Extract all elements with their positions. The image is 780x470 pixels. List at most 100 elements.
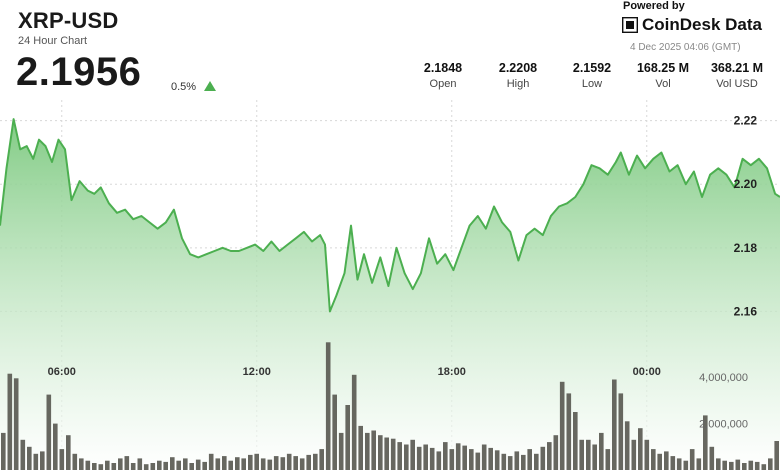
stat-value: 2.1592 bbox=[572, 61, 612, 75]
volume-bar bbox=[170, 457, 175, 470]
volume-bar bbox=[631, 439, 637, 470]
time-tick-label: 12:00 bbox=[243, 366, 271, 378]
volume-bar bbox=[462, 445, 467, 470]
volume-bar bbox=[586, 439, 591, 470]
volume-tick-label: 4,000,000 bbox=[699, 372, 748, 384]
data-timestamp: 4 Dec 2025 04:06 (GMT) bbox=[630, 42, 741, 53]
volume-bar bbox=[410, 439, 415, 470]
volume-bar bbox=[345, 405, 350, 470]
volume-bar bbox=[378, 435, 383, 470]
volume-bar bbox=[20, 439, 26, 470]
volume-bar bbox=[494, 450, 500, 470]
volume-bar bbox=[195, 459, 201, 470]
volume-bar bbox=[313, 453, 318, 470]
volume-bar bbox=[358, 425, 363, 470]
volume-bar bbox=[397, 442, 402, 470]
current-price: 2.1956 bbox=[16, 50, 142, 94]
stat-value: 2.1848 bbox=[423, 61, 463, 75]
volume-bar bbox=[651, 449, 656, 470]
volume-bar bbox=[163, 461, 168, 470]
volume-bar bbox=[124, 456, 130, 470]
volume-bar bbox=[306, 454, 311, 470]
volume-bar bbox=[384, 437, 389, 470]
volume-bar bbox=[689, 449, 695, 470]
volume-bar bbox=[260, 458, 266, 470]
volume-bar bbox=[676, 458, 682, 470]
volume-bar bbox=[241, 458, 246, 470]
volume-bar bbox=[553, 435, 559, 470]
chart-title: XRP-USD bbox=[18, 8, 119, 33]
volume-bar bbox=[488, 447, 493, 470]
volume-bar bbox=[325, 342, 331, 470]
stat-label: Low bbox=[581, 78, 603, 90]
volume-bar bbox=[501, 453, 507, 470]
volume-bar bbox=[729, 461, 734, 470]
powered-by-label: Powered by bbox=[623, 0, 685, 12]
volume-bar bbox=[157, 460, 162, 470]
price-tick-label: 2.20 bbox=[734, 177, 758, 191]
volume-bar bbox=[754, 461, 760, 470]
price-tick-label: 2.16 bbox=[734, 304, 758, 318]
volume-bar bbox=[40, 451, 45, 470]
volume-bar bbox=[527, 449, 532, 470]
volume-bar bbox=[624, 421, 630, 470]
volume-bar bbox=[183, 458, 188, 470]
volume-bar bbox=[644, 439, 650, 470]
volume-tick-label: 2,000,000 bbox=[699, 419, 748, 431]
volume-bar bbox=[657, 453, 662, 470]
volume-bar bbox=[319, 449, 324, 470]
volume-bar bbox=[53, 423, 58, 470]
volume-bar bbox=[390, 438, 396, 470]
volume-bar bbox=[111, 463, 117, 470]
volume-bar bbox=[176, 460, 181, 470]
volume-bar bbox=[13, 378, 19, 470]
volume-bar bbox=[703, 415, 708, 470]
volume-bar bbox=[27, 446, 32, 470]
volume-bar bbox=[338, 432, 344, 470]
volume-bar bbox=[189, 463, 194, 470]
volume-bar bbox=[618, 393, 624, 470]
volume-bar bbox=[280, 457, 286, 470]
volume-bar bbox=[774, 441, 779, 470]
volume-bar bbox=[150, 463, 156, 470]
volume-bar bbox=[521, 454, 526, 470]
volume-bar bbox=[254, 453, 259, 470]
volume-bar bbox=[436, 451, 442, 470]
volume-bar bbox=[222, 456, 227, 470]
volume-bar bbox=[293, 456, 298, 470]
volume-bar bbox=[267, 459, 273, 470]
volume-bar bbox=[507, 456, 513, 470]
stat-low: 2.1592 Low bbox=[557, 61, 627, 90]
stat-high: 2.2208 High bbox=[483, 61, 553, 90]
volume-bar bbox=[761, 464, 767, 470]
volume-bar bbox=[670, 456, 676, 470]
volume-bar bbox=[573, 412, 578, 470]
volume-bar bbox=[66, 435, 71, 470]
volume-bar bbox=[286, 453, 292, 470]
volume-bar bbox=[105, 460, 110, 470]
volume-bar bbox=[143, 464, 149, 470]
volume-bar bbox=[365, 432, 370, 470]
volume-bar bbox=[638, 428, 643, 470]
stat-label: Vol bbox=[655, 78, 671, 90]
time-tick-label: 00:00 bbox=[633, 366, 661, 378]
volume-bar bbox=[351, 374, 357, 470]
volume-bar bbox=[215, 458, 221, 470]
volume-bar bbox=[443, 442, 448, 470]
stat-open: 2.1848 Open bbox=[408, 61, 478, 90]
volume-bar bbox=[208, 453, 214, 470]
volume-bar bbox=[449, 449, 455, 470]
stat-label: Open bbox=[429, 78, 457, 90]
volume-bar bbox=[33, 453, 39, 470]
price-up-arrow-icon bbox=[204, 81, 216, 91]
volume-bar bbox=[423, 444, 428, 470]
volume-bar bbox=[742, 463, 747, 470]
volume-bar bbox=[709, 446, 715, 470]
volume-bar bbox=[118, 458, 123, 470]
volume-bar bbox=[416, 446, 422, 470]
coindesk-logo-icon bbox=[621, 16, 639, 34]
time-tick-label: 18:00 bbox=[438, 366, 466, 378]
price-change-percent: 0.5% bbox=[171, 81, 197, 93]
volume-bar bbox=[228, 460, 233, 470]
